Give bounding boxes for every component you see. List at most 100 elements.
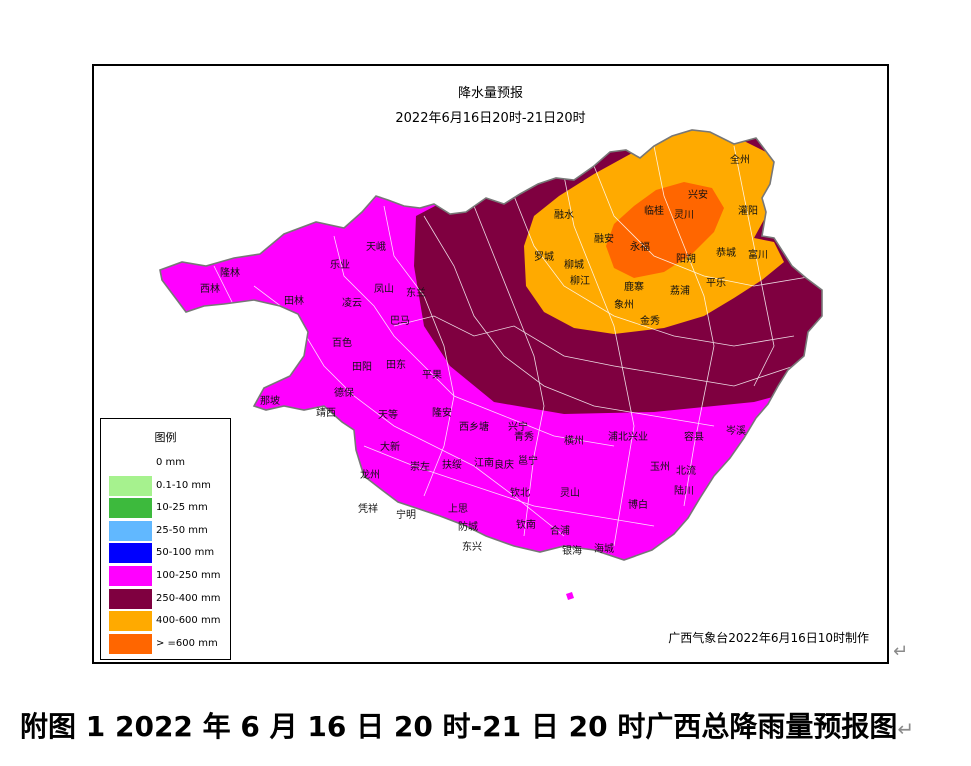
place-label: 龙州: [360, 470, 380, 481]
place-label: 巴马: [390, 316, 410, 327]
place-label: 横州: [564, 436, 584, 447]
map-frame: 降水量预报 2022年6月16日20时-21日20时 全州 灌阳 兴安 临桂 灵川 融水融…: [92, 64, 889, 664]
legend-item: 250-400 mm: [109, 588, 227, 609]
place-label: 兴业: [628, 432, 648, 443]
place-label: 荔浦: [670, 286, 690, 297]
paragraph-return-mark: ↵: [893, 641, 909, 662]
county-boundaries: [213, 145, 815, 547]
place-label: 海城: [594, 544, 614, 555]
legend-swatch: [109, 520, 152, 541]
place-label: 凌云: [342, 298, 362, 309]
credit-text: 广西气象台2022年6月16日10时制作: [668, 631, 869, 645]
place-label: 西乡塘: [459, 422, 489, 433]
legend-label: 0 mm: [156, 457, 186, 468]
legend: 图例 0 mm 0.1-10 mm 10-25 mm 25-50 mm 50-100 m…: [100, 418, 231, 660]
place-label: 江南: [474, 458, 494, 469]
legend-swatch: [109, 588, 152, 609]
place-label: 东兴: [462, 542, 482, 553]
legend-item: 400-600 mm: [109, 611, 227, 632]
legend-item: 0.1-10 mm: [109, 475, 227, 496]
place-label: 灵川: [674, 210, 694, 221]
place-label: 东兰: [406, 288, 426, 299]
legend-label: > =600 mm: [156, 637, 218, 649]
place-label: 容县: [684, 432, 704, 443]
rainfall-map: [159, 129, 823, 600]
legend-swatch: [109, 543, 152, 564]
province-outline: [159, 129, 823, 561]
place-label: 陆川: [674, 486, 694, 497]
place-label: 兴安: [688, 190, 708, 201]
place-label: 灌阳: [738, 206, 758, 217]
place-label: 百色: [332, 338, 352, 349]
place-label: 隆安: [432, 408, 452, 419]
place-label: 上思: [448, 504, 468, 515]
place-label: 北流: [676, 466, 696, 477]
place-label: 靖西: [316, 408, 336, 419]
place-label: 融水: [554, 210, 574, 221]
place-label: 兴宁: [508, 422, 528, 433]
place-label: 浦北: [608, 432, 628, 443]
place-label: 岑溪: [726, 426, 746, 437]
place-label: 凤山: [374, 284, 394, 295]
place-label: 柳江: [570, 276, 590, 287]
legend-item: 0 mm: [109, 453, 227, 473]
legend-item: 50-100 mm: [109, 543, 227, 564]
place-label: 天等: [378, 410, 398, 421]
legend-swatch: [109, 633, 152, 654]
legend-swatch: [109, 566, 152, 586]
place-label: 隆林: [220, 268, 240, 279]
legend-item: 10-25 mm: [109, 498, 227, 519]
caption-text: 附图 1 2022 年 6 月 16 日 20 时-21 日 20 时广西总降雨…: [20, 710, 898, 743]
place-label: 那坡: [260, 396, 280, 407]
place-label: 宁明: [396, 510, 416, 521]
legend-item: 100-250 mm: [109, 566, 227, 586]
map-subtitle: 2022年6月16日20时-21日20时: [395, 111, 586, 126]
place-label: 鹿寨: [624, 282, 644, 293]
place-label: 恭城: [716, 248, 736, 259]
place-label: 乐业: [330, 260, 350, 271]
legend-label: 25-50 mm: [156, 524, 208, 536]
figure-caption: 附图 1 2022 年 6 月 16 日 20 时-21 日 20 时广西总降雨…: [0, 705, 971, 745]
legend-label: 100-250 mm: [156, 570, 221, 581]
place-label: 天峨: [366, 242, 386, 253]
place-label: 田林: [284, 296, 304, 307]
legend-title: 图例: [154, 431, 177, 444]
place-label: 崇左: [410, 462, 430, 473]
place-label: 全州: [730, 155, 750, 166]
place-label: 融安: [594, 234, 614, 245]
place-label: 凭祥: [358, 504, 378, 515]
place-label: 柳城: [564, 260, 584, 271]
legend-label: 0.1-10 mm: [156, 479, 211, 491]
place-label: 大新: [380, 442, 400, 453]
place-label: 富川: [748, 250, 768, 261]
place-label: 罗城: [534, 252, 554, 263]
place-label: 永福: [630, 242, 650, 253]
place-label: 银海: [562, 546, 582, 557]
place-label: 良庆: [494, 460, 514, 471]
legend-swatch: [109, 611, 152, 632]
place-label: 临桂: [644, 206, 664, 217]
place-label: 钦南: [516, 520, 536, 531]
place-label: 阳朔: [676, 254, 696, 265]
place-label: 扶绥: [442, 460, 462, 471]
place-label: 合浦: [550, 526, 570, 537]
zone-600-plus: [606, 182, 724, 278]
place-label: 青秀: [514, 432, 534, 443]
place-label: 灵山: [560, 488, 580, 499]
place-label: 邕宁: [518, 456, 538, 467]
legend-label: 250-400 mm: [156, 592, 221, 604]
place-label: 德保: [334, 388, 354, 399]
place-label: 玉州: [650, 462, 670, 473]
place-label: 西林: [200, 284, 220, 295]
legend-item: 25-50 mm: [109, 520, 227, 541]
place-label: 博白: [628, 500, 648, 511]
place-label: 防城: [458, 522, 478, 533]
legend-swatch: [109, 453, 152, 473]
place-label: 钦北: [510, 488, 530, 499]
weizhou-island: [566, 592, 574, 600]
place-label: 田阳: [352, 362, 372, 373]
legend-label: 10-25 mm: [156, 502, 208, 514]
legend-swatch: [109, 475, 152, 496]
place-label: 平乐: [706, 278, 726, 289]
legend-swatch: [109, 498, 152, 519]
